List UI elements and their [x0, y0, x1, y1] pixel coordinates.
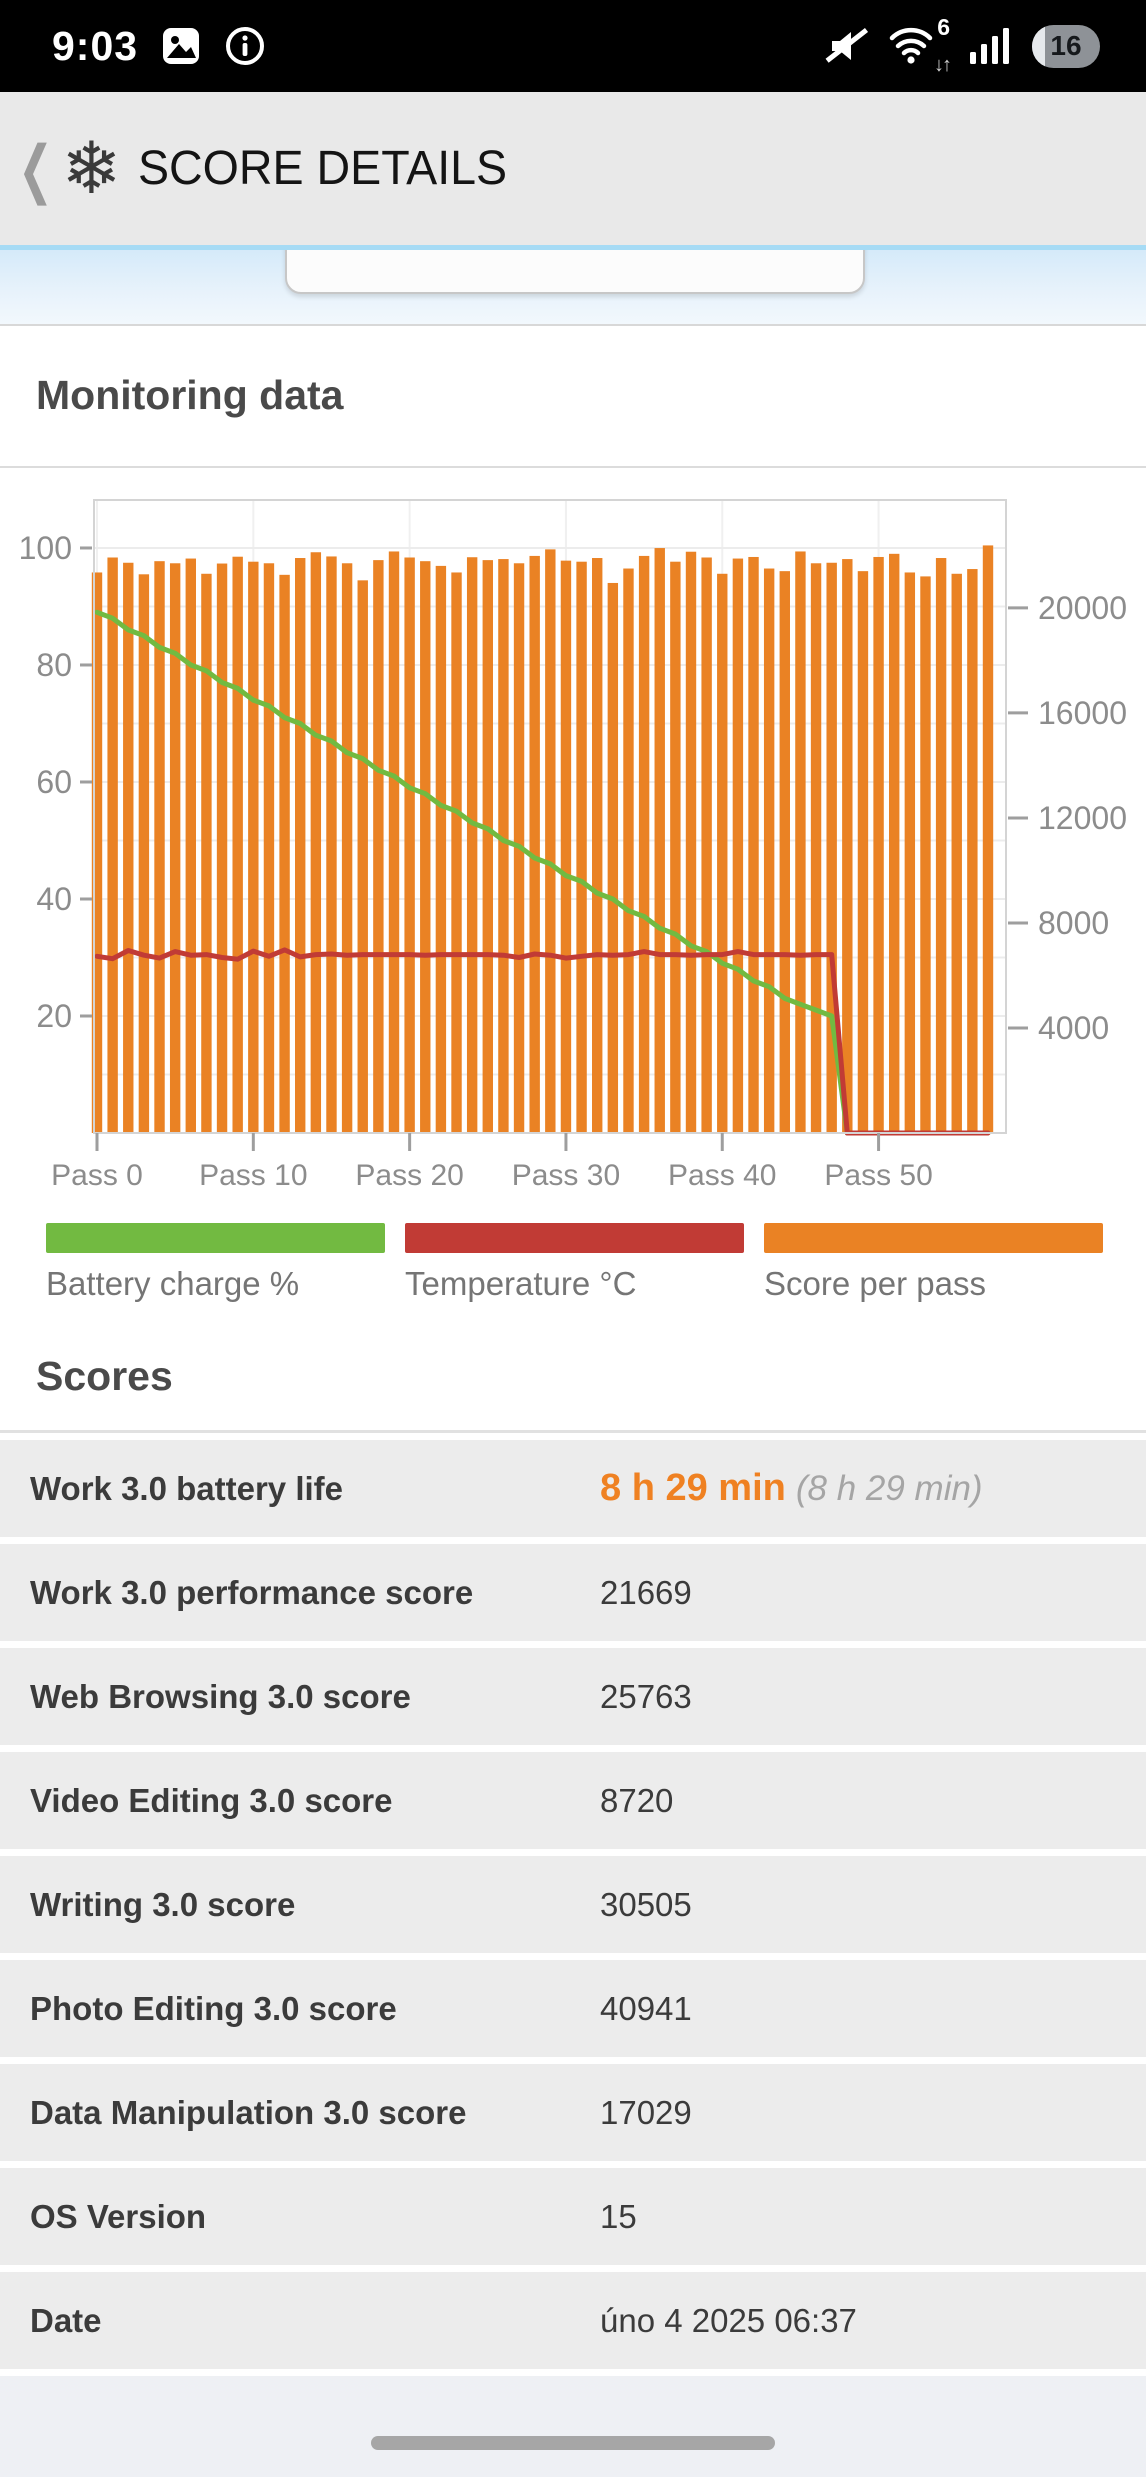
app-header: ❮ ❄ SCORE DETAILS [0, 92, 1146, 245]
row-value: úno 4 2025 06:37 [600, 2301, 857, 2339]
photo-notification-icon [162, 27, 200, 65]
gesture-navigation-pill[interactable] [371, 2436, 775, 2450]
table-row: Work 3.0 performance score 21669 [0, 1544, 1146, 1641]
chart-legend: Battery charge % Temperature °C Score per … [0, 1203, 1146, 1303]
signal-icon [970, 26, 1012, 66]
row-label: Date [30, 2301, 102, 2339]
status-time: 9:03 [52, 22, 139, 69]
row-label: Work 3.0 performance score [30, 1573, 474, 1611]
svg-text:100: 100 [19, 530, 72, 566]
row-label: OS Version [30, 2197, 207, 2235]
svg-text:Pass 50: Pass 50 [824, 1159, 932, 1192]
table-row: Date úno 4 2025 06:37 [0, 2272, 1146, 2369]
scores-section: Scores Work 3.0 battery life 8 h 29 min (8… [0, 1303, 1146, 2369]
monitoring-chart-section: 20 40 60 80 100 4000 8000 12000 16000 20000 Pass 0… [0, 468, 1146, 1303]
page-title: SCORE DETAILS [137, 142, 507, 195]
legend-swatch-icon [764, 1223, 1103, 1253]
row-label: Writing 3.0 score [30, 1885, 296, 1923]
back-icon[interactable]: ❮ [18, 133, 54, 204]
scores-table: Work 3.0 battery life 8 h 29 min (8 h 29 m… [0, 1433, 1146, 2369]
table-row: Web Browsing 3.0 score 25763 [0, 1648, 1146, 1745]
legend-item: Battery charge % [46, 1223, 385, 1303]
status-bar: 9:03 6 ↓↑ 16 [0, 0, 1146, 92]
svg-text:20: 20 [36, 998, 72, 1034]
monitoring-title: Monitoring data [36, 372, 344, 418]
row-value: 17029 [600, 2093, 692, 2131]
bottom-navigation-zone [0, 2376, 1146, 2477]
card-divider [0, 466, 1146, 468]
snowflake-logo-icon: ❄ [61, 128, 122, 209]
svg-text:80: 80 [36, 647, 72, 683]
wifi-icon: 6 ↓↑ [888, 14, 952, 76]
svg-text:Pass 0: Pass 0 [51, 1159, 143, 1192]
table-row: Work 3.0 battery life 8 h 29 min (8 h 29 m… [0, 1440, 1146, 1537]
battery-fill-level [1032, 24, 1045, 68]
table-row: OS Version 15 [0, 2168, 1146, 2265]
battery-percent-label: 16 [1050, 30, 1082, 61]
svg-text:Pass 20: Pass 20 [355, 1159, 463, 1192]
row-label: Work 3.0 battery life [30, 1469, 344, 1507]
row-value: 15 [600, 2197, 637, 2235]
wifi-traffic-arrows-icon: ↓↑ [934, 53, 952, 76]
table-row: Photo Editing 3.0 score 40941 [0, 1960, 1146, 2057]
scrolled-content-zone [0, 250, 1146, 324]
row-value: 30505 [600, 1885, 692, 1923]
wifi-standard-label: 6 [937, 13, 950, 40]
row-label: Photo Editing 3.0 score [30, 1989, 397, 2027]
battery-life-secondary-value: (8 h 29 min) [795, 1469, 983, 1508]
previous-card-bottom [285, 250, 865, 294]
scores-divider [0, 1430, 1146, 1433]
svg-text:12000: 12000 [1038, 800, 1127, 836]
info-icon [224, 25, 266, 67]
legend-swatch-icon [46, 1223, 385, 1253]
legend-label: Battery charge % [46, 1265, 300, 1302]
svg-text:Pass 40: Pass 40 [668, 1159, 776, 1192]
legend-swatch-icon [405, 1223, 744, 1253]
row-label: Data Manipulation 3.0 score [30, 2093, 467, 2131]
svg-text:20000: 20000 [1038, 590, 1127, 626]
table-row: Data Manipulation 3.0 score 17029 [0, 2064, 1146, 2161]
mute-icon [824, 24, 868, 68]
row-value: 40941 [600, 1989, 692, 2027]
row-value: 25763 [600, 1677, 692, 1715]
legend-label: Temperature °C [405, 1265, 637, 1302]
battery-indicator: 16 [1032, 24, 1100, 68]
monitoring-chart: 20 40 60 80 100 4000 8000 12000 16000 20000 Pass 0… [19, 499, 1127, 1192]
row-label: Video Editing 3.0 score [30, 1781, 393, 1819]
svg-text:4000: 4000 [1038, 1010, 1109, 1046]
svg-text:60: 60 [36, 764, 72, 800]
svg-text:Pass 10: Pass 10 [199, 1159, 307, 1192]
battery-life-value: 8 h 29 min [600, 1467, 786, 1509]
svg-text:Pass 30: Pass 30 [512, 1159, 620, 1192]
svg-text:16000: 16000 [1038, 695, 1127, 731]
row-value: 21669 [600, 1573, 692, 1611]
svg-text:8000: 8000 [1038, 905, 1109, 941]
legend-item: Score per pass [764, 1223, 1103, 1303]
table-row: Writing 3.0 score 30505 [0, 1856, 1146, 1953]
svg-text:40: 40 [36, 881, 72, 917]
row-label: Web Browsing 3.0 score [30, 1677, 411, 1715]
scores-title: Scores [36, 1353, 173, 1399]
row-value: 8720 [600, 1781, 674, 1819]
table-row: Video Editing 3.0 score 8720 [0, 1752, 1146, 1849]
legend-item: Temperature °C [405, 1223, 744, 1303]
header-accent-strip [0, 245, 1146, 250]
monitoring-card: Monitoring data [0, 324, 1146, 466]
legend-label: Score per pass [764, 1265, 986, 1302]
row-value: 8 h 29 min (8 h 29 min) [600, 1467, 983, 1510]
